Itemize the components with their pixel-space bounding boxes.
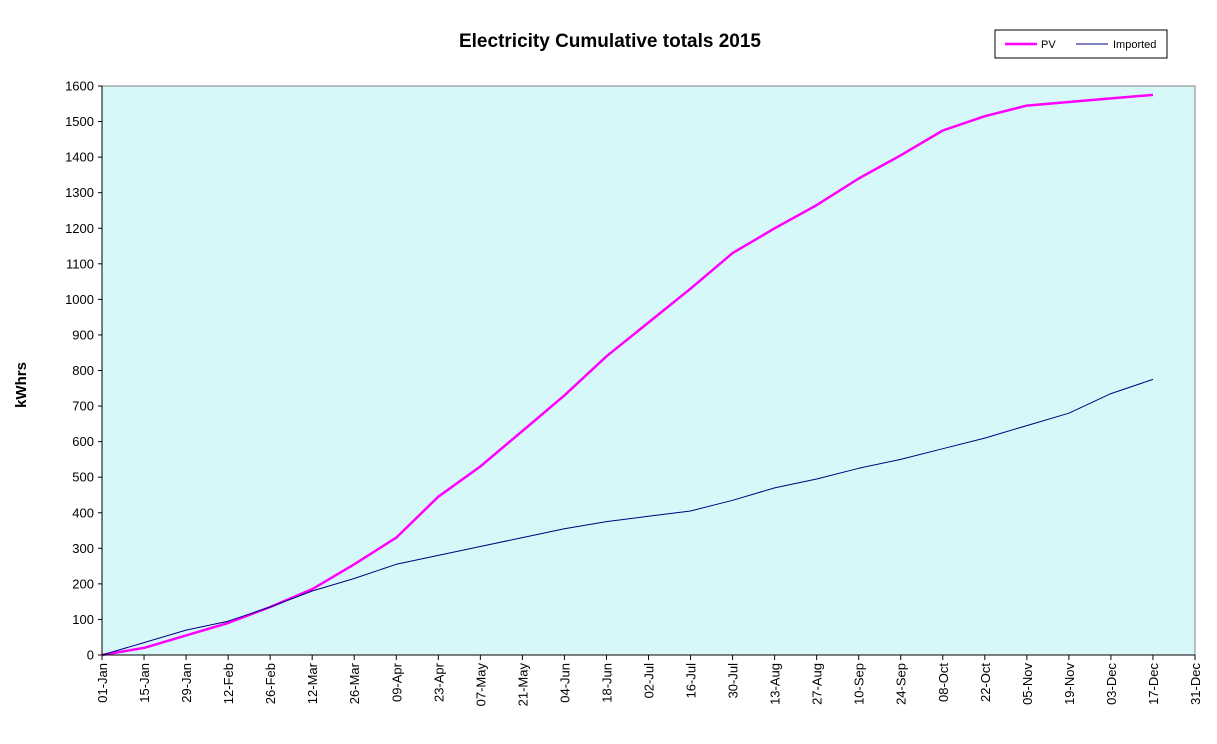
- series-line-imported: [101, 378, 1154, 656]
- y-tick-label: 600: [72, 434, 94, 449]
- x-tick-label: 26-Mar: [347, 662, 362, 704]
- x-tick-label: 18-Jun: [599, 663, 614, 703]
- y-tick-label: 700: [72, 399, 94, 414]
- x-tick-label: 29-Jan: [179, 663, 194, 703]
- x-tick-label: 04-Jun: [557, 663, 572, 703]
- x-tick-label: 09-Apr: [389, 662, 404, 702]
- x-tick-label: 22-Oct: [978, 663, 993, 702]
- x-tick-label: 30-Jul: [726, 663, 741, 699]
- x-tick-label: 15-Jan: [137, 663, 152, 703]
- y-tick-label: 100: [72, 612, 94, 627]
- x-tick-label: 19-Nov: [1062, 663, 1077, 705]
- x-tick-label: 13-Aug: [768, 663, 783, 705]
- x-tick-label: 10-Sep: [852, 663, 867, 705]
- y-tick-label: 1100: [66, 256, 94, 271]
- x-tick-label: 31-Dec: [1188, 663, 1203, 705]
- x-tick-label: 12-Feb: [221, 663, 236, 704]
- y-tick-label: 800: [72, 363, 94, 378]
- y-tick-label: 1200: [65, 221, 94, 236]
- legend-label-pv: PV: [1041, 39, 1056, 51]
- x-tick-label: 26-Feb: [263, 663, 278, 704]
- y-tick-label: 1000: [65, 292, 94, 307]
- x-tick-label: 12-Mar: [305, 662, 320, 704]
- y-tick-label: 1500: [65, 114, 94, 129]
- x-tick-label: 23-Apr: [431, 662, 446, 702]
- x-tick-label: 02-Jul: [642, 663, 657, 699]
- x-axis-ticks: 01-Jan 15-Jan 29-Jan 12-Feb 26-Feb 12-Mar 26-M…: [95, 655, 1203, 706]
- series-lines: [101, 93, 1154, 657]
- legend: PV Imported: [994, 29, 1168, 59]
- x-tick-label: 08-Oct: [936, 663, 951, 702]
- x-tick-label: 21-May: [515, 663, 530, 707]
- x-tick-label: 24-Sep: [894, 663, 909, 705]
- x-tick-label: 07-May: [473, 663, 488, 707]
- y-tick-label: 1400: [65, 150, 94, 165]
- y-tick-label: 200: [72, 576, 94, 591]
- y-tick-label: 500: [72, 470, 94, 485]
- x-tick-label: 05-Nov: [1020, 663, 1035, 705]
- y-tick-label: 1300: [65, 185, 94, 200]
- y-axis-ticks: 0 100 200 300 400 500 600 700 800 900 1000 1100 1200…: [65, 79, 102, 663]
- plot-area: [101, 85, 1196, 656]
- chart-title: Electricity Cumulative totals 2015: [459, 31, 761, 52]
- x-tick-label: 01-Jan: [95, 663, 110, 703]
- y-tick-label: 300: [72, 541, 94, 556]
- x-tick-label: 03-Dec: [1104, 663, 1119, 705]
- x-tick-label: 17-Dec: [1146, 663, 1161, 705]
- x-tick-label: 16-Jul: [684, 663, 699, 699]
- y-tick-label: 0: [87, 648, 94, 663]
- y-axis-title: kWhrs: [13, 362, 30, 408]
- y-tick-label: 400: [72, 505, 94, 520]
- legend-label-imported: Imported: [1113, 39, 1156, 51]
- y-tick-label: 1600: [65, 79, 94, 94]
- y-tick-label: 900: [72, 327, 94, 342]
- x-tick-label: 27-Aug: [810, 663, 825, 705]
